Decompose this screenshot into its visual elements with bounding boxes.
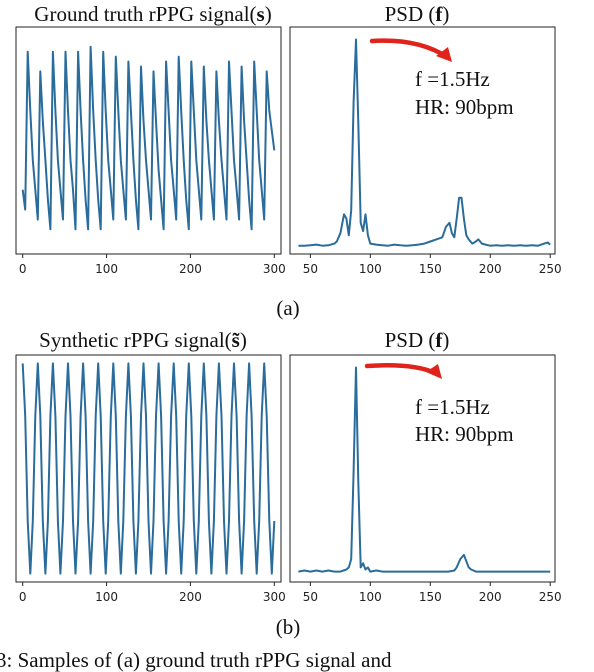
frequency-annotation: f =1.5Hz [415, 395, 490, 419]
panel-ground-truth-signal: Ground truth rPPG signal(s) 0 100 200 300 [15, 2, 286, 276]
x-tick-label: 200 [179, 590, 202, 604]
title-text: Synthetic rPPG signal( [39, 328, 232, 352]
panel-synthetic-psd: PSD (f) 50 100 150 200 250 f =1.5Hz HR: 90bp… [289, 328, 562, 604]
panel-title: Synthetic rPPG signal(s̃) [39, 328, 247, 352]
panel-ground-truth-psd: PSD (f) 50 100 150 200 250 f =1.5Hz HR: 90bp… [289, 2, 562, 276]
plot-frame [289, 26, 556, 255]
x-tick-label: 100 [95, 262, 118, 276]
signal-trace [21, 362, 276, 575]
x-ticks: 50 100 150 200 250 [303, 254, 562, 276]
plot-frame [15, 354, 282, 583]
panel-synthetic-signal: Synthetic rPPG signal(s̃) 0 100 200 300 [15, 328, 286, 604]
x-tick-label: 250 [539, 590, 562, 604]
sublabel-b: (b) [276, 615, 301, 639]
title-close: ) [265, 2, 272, 26]
x-tick-label: 200 [179, 262, 202, 276]
frequency-annotation: f =1.5Hz [415, 67, 490, 91]
x-tick-label: 50 [303, 262, 318, 276]
x-tick-label: 300 [263, 590, 286, 604]
x-tick-label: 100 [359, 262, 382, 276]
red-arrow-head [426, 364, 442, 379]
x-tick-label: 100 [359, 590, 382, 604]
title-text: PSD ( [385, 2, 436, 26]
x-tick-label: 250 [539, 262, 562, 276]
title-close: ) [240, 328, 247, 352]
x-tick-label: 50 [303, 590, 318, 604]
x-ticks: 0 100 200 300 [19, 582, 286, 604]
title-text: Ground truth rPPG signal( [34, 2, 256, 26]
heart-rate-annotation: HR: 90bpm [415, 95, 514, 119]
x-tick-label: 150 [419, 262, 442, 276]
x-ticks: 50 100 150 200 250 [303, 582, 562, 604]
title-symbol: f [435, 2, 443, 26]
title-close: ) [442, 2, 449, 26]
x-tick-label: 200 [479, 590, 502, 604]
x-tick-label: 150 [419, 590, 442, 604]
red-arrow [364, 363, 438, 376]
panel-title: Ground truth rPPG signal(s) [34, 2, 271, 26]
red-arrow [369, 38, 450, 60]
panel-title: PSD (f) [385, 328, 450, 352]
psd-trace [298, 38, 551, 247]
x-ticks: 0 100 200 300 [19, 254, 286, 276]
signal-trace [21, 45, 276, 231]
x-tick-label: 0 [19, 262, 27, 276]
x-tick-label: 200 [479, 262, 502, 276]
x-tick-label: 300 [263, 262, 286, 276]
x-tick-label: 0 [19, 590, 27, 604]
red-arrow-head [436, 47, 452, 62]
title-text: PSD ( [385, 328, 436, 352]
title-symbol: f [435, 328, 443, 352]
title-symbol: s [257, 2, 265, 26]
plot-frame [15, 26, 282, 255]
psd-trace [298, 366, 551, 573]
sublabel-a: (a) [276, 296, 299, 320]
heart-rate-annotation: HR: 90bpm [415, 422, 514, 446]
title-symbol: s̃ [232, 328, 240, 352]
x-tick-label: 100 [95, 590, 118, 604]
title-close: ) [442, 328, 449, 352]
panel-title: PSD (f) [385, 2, 450, 26]
plot-frame [289, 354, 556, 583]
figure-caption: 3: Samples of (a) ground truth rPPG sign… [0, 648, 392, 672]
